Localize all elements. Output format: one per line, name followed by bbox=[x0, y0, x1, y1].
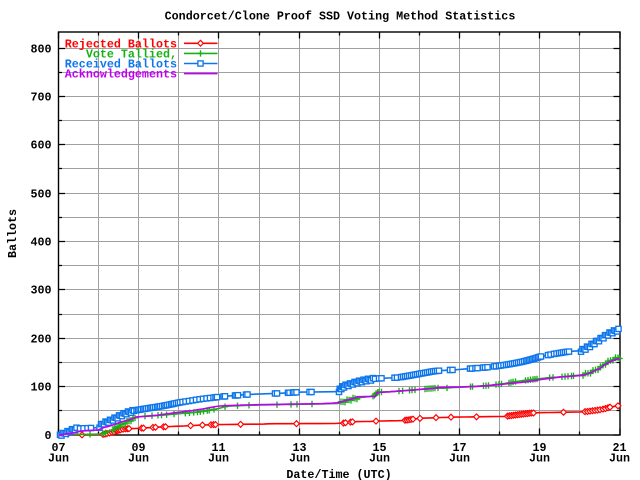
svg-text:100: 100 bbox=[30, 380, 51, 394]
svg-text:Jun: Jun bbox=[449, 451, 470, 465]
svg-text:Jun: Jun bbox=[128, 451, 149, 465]
svg-text:Received Ballots: Received Ballots bbox=[65, 58, 177, 72]
svg-text:Jun: Jun bbox=[529, 451, 550, 465]
svg-text:200: 200 bbox=[30, 332, 51, 346]
svg-text:Condorcet/Clone Proof SSD Voti: Condorcet/Clone Proof SSD Voting Method … bbox=[165, 10, 516, 24]
svg-text:15: 15 bbox=[372, 441, 386, 455]
svg-text:21: 21 bbox=[612, 441, 626, 455]
svg-text:09: 09 bbox=[131, 441, 145, 455]
svg-text:11: 11 bbox=[211, 441, 225, 455]
svg-text:Jun: Jun bbox=[369, 451, 390, 465]
svg-text:Date/Time (UTC): Date/Time (UTC) bbox=[286, 468, 391, 480]
svg-text:Jun: Jun bbox=[289, 451, 310, 465]
svg-text:Acknowledgements: Acknowledgements bbox=[65, 68, 177, 82]
svg-text:700: 700 bbox=[30, 90, 51, 104]
svg-text:Vote Tallied,: Vote Tallied, bbox=[86, 47, 177, 61]
svg-text:Jun: Jun bbox=[208, 451, 229, 465]
svg-text:0: 0 bbox=[44, 429, 51, 443]
svg-text:17: 17 bbox=[452, 441, 466, 455]
svg-text:400: 400 bbox=[30, 235, 51, 249]
svg-text:Jun: Jun bbox=[609, 451, 630, 465]
svg-text:07: 07 bbox=[51, 441, 65, 455]
svg-text:Rejected Ballots: Rejected Ballots bbox=[65, 37, 177, 51]
svg-text:19: 19 bbox=[532, 441, 546, 455]
svg-text:800: 800 bbox=[30, 42, 51, 56]
svg-text:Ballots: Ballots bbox=[6, 209, 20, 258]
svg-text:500: 500 bbox=[30, 187, 51, 201]
svg-text:13: 13 bbox=[292, 441, 306, 455]
svg-text:300: 300 bbox=[30, 283, 51, 297]
svg-text:600: 600 bbox=[30, 138, 51, 152]
svg-text:Jun: Jun bbox=[48, 451, 69, 465]
